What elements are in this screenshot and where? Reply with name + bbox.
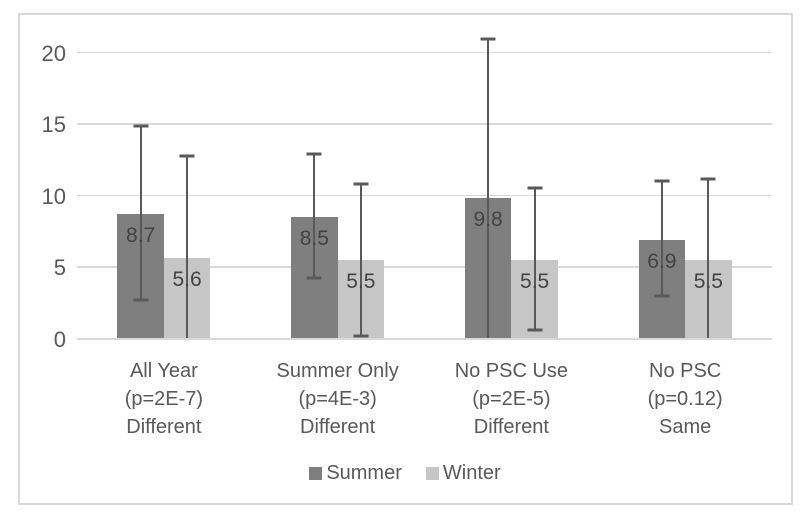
error-bar-summer: [487, 38, 490, 339]
legend-label-summer: Summer: [326, 462, 402, 484]
category-label: No PSC (p=0.12) Same: [598, 357, 772, 441]
category-label-line: Different: [300, 416, 376, 438]
data-label-summer: 9.8: [473, 208, 503, 232]
data-label-winter: 5.5: [693, 269, 723, 293]
data-label-summer: 6.9: [647, 249, 677, 273]
y-gridline: [77, 51, 772, 54]
data-label-summer: 8.5: [299, 226, 329, 250]
legend-item-summer: Summer: [309, 463, 402, 483]
y-gridline: [77, 123, 772, 125]
category-label-line: Different: [126, 416, 202, 438]
data-label-winter: 5.5: [346, 269, 376, 293]
error-bar-summer: [313, 152, 316, 279]
error-bar-cap-top: [179, 154, 195, 158]
y-tick-label: 20: [41, 40, 66, 66]
error-bar-winter: [707, 178, 710, 339]
error-bar-cap-top: [654, 179, 670, 183]
legend-marker-winter-icon: [425, 466, 439, 480]
error-bar-cap-top: [480, 37, 496, 41]
category-label-line: Different: [473, 416, 549, 438]
error-bar-cap-top: [700, 177, 716, 181]
error-bar-cap-top: [133, 124, 149, 128]
category-label-line: (p=4E-3): [298, 388, 377, 410]
error-bar-cap-bottom: [306, 276, 322, 280]
data-label-winter: 5.5: [520, 269, 550, 293]
error-bar-cap-top: [353, 182, 369, 186]
category-label-line: All Year: [129, 360, 198, 382]
category-label-line: (p=2E-5): [472, 388, 551, 410]
error-bar-summer: [660, 179, 663, 296]
legend-item-winter: Winter: [425, 462, 501, 484]
error-bar-summer: [139, 125, 142, 300]
y-tick-label: 0: [53, 326, 66, 352]
y-tick-label: 15: [41, 112, 66, 137]
category-label: Summer Only (p=4E-3) Different: [251, 357, 425, 441]
error-bar-cap-top: [527, 186, 543, 190]
error-bar-winter: [359, 182, 362, 336]
legend: Summer Winter: [0, 463, 810, 483]
error-bar-cap-bottom: [133, 298, 149, 302]
y-gridline: [77, 266, 772, 268]
category-label-line: Summer Only: [276, 360, 399, 382]
error-bar-cap-top: [306, 152, 322, 156]
error-bar-cap-bottom: [654, 294, 670, 298]
y-gridline: [77, 194, 772, 197]
error-bar-cap-bottom: [353, 334, 369, 338]
y-tick-label: 5: [53, 255, 66, 280]
legend-marker-summer-icon: [309, 466, 323, 480]
error-bar-winter: [186, 155, 189, 339]
category-label-line: No PSC: [649, 360, 722, 382]
category-label-line: (p=0.12): [647, 388, 723, 410]
data-label-winter: 5.6: [172, 268, 202, 292]
error-bar-winter: [533, 186, 536, 330]
category-label: No PSC Use (p=2E-5) Different: [425, 357, 599, 441]
y-tick-label: 10: [41, 183, 66, 209]
category-label-line: Same: [659, 416, 712, 438]
error-bar-cap-bottom: [527, 328, 543, 332]
legend-label-winter: Winter: [442, 462, 501, 484]
category-label: All Year (p=2E-7) Different: [77, 357, 251, 441]
data-label-summer: 8.7: [126, 224, 156, 248]
category-label-line: No PSC Use: [454, 360, 569, 382]
category-label-line: (p=2E-7): [124, 388, 204, 410]
x-axis-line: [77, 337, 772, 340]
